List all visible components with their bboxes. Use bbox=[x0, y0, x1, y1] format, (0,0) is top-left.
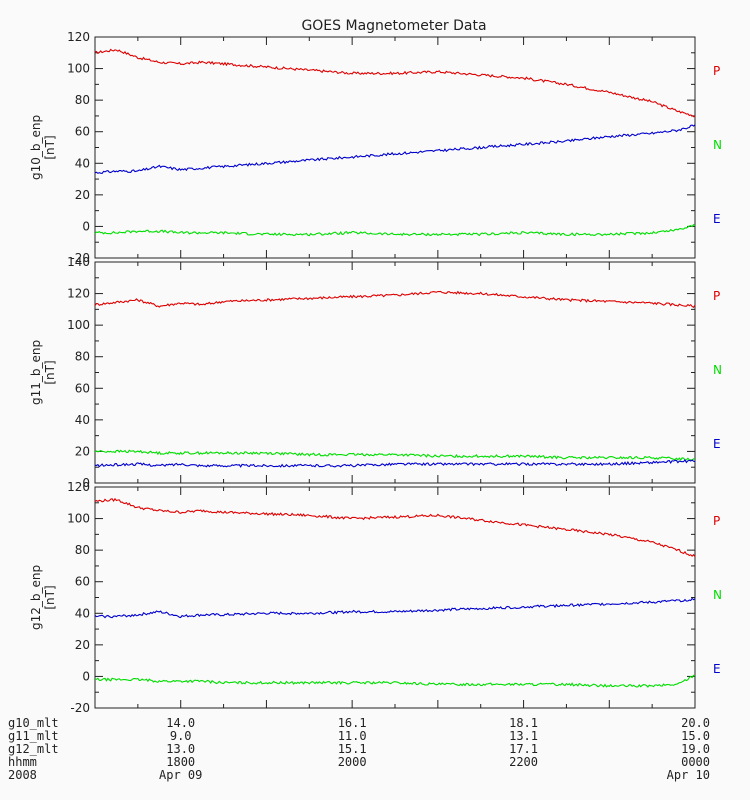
y-axis-unit: [nT] bbox=[43, 585, 57, 609]
legend-E: E bbox=[713, 437, 721, 451]
legend-N: N bbox=[713, 138, 722, 152]
x-info-value: 19.0 bbox=[681, 742, 710, 756]
y-tick-label: 60 bbox=[75, 381, 90, 395]
x-info-value: 13.0 bbox=[166, 742, 195, 756]
y-tick-label: 60 bbox=[75, 125, 90, 139]
y-tick-label: 20 bbox=[75, 188, 90, 202]
y-axis-label: g10_b_enp bbox=[29, 115, 43, 180]
x-info-value: 18.1 bbox=[509, 716, 538, 730]
legend-P: P bbox=[713, 289, 720, 303]
y-tick-label: 20 bbox=[75, 638, 90, 652]
y-tick-label: 80 bbox=[75, 93, 90, 107]
y-tick-label: 0 bbox=[82, 219, 90, 233]
x-info-value: 9.0 bbox=[170, 729, 192, 743]
series-line-N bbox=[94, 674, 696, 688]
x-info-value: 15.0 bbox=[681, 729, 710, 743]
legend-N: N bbox=[713, 363, 722, 377]
panel-1: -20 0 20 40 60 80 100 120 g10_b_enp [nT] P N E bbox=[29, 30, 722, 265]
x-info-row-label: 2008 bbox=[8, 768, 37, 782]
legend-E: E bbox=[713, 662, 721, 676]
x-info-value: 1800 bbox=[166, 755, 195, 769]
x-info-value: 13.1 bbox=[509, 729, 538, 743]
panel-3: -20 0 20 40 60 80 100 120 g12_b_enp [nT] P N E bbox=[29, 480, 722, 715]
y-axis-unit: [nT] bbox=[43, 360, 57, 384]
y-tick-label: 100 bbox=[67, 512, 90, 526]
series-line-E bbox=[94, 459, 696, 468]
y-tick-label: 120 bbox=[67, 480, 90, 494]
series-line-P bbox=[94, 48, 696, 118]
x-info-value: 0000 bbox=[681, 755, 710, 769]
y-tick-label: 40 bbox=[75, 413, 90, 427]
y-tick-label: 20 bbox=[75, 444, 90, 458]
x-info-value: Apr 09 bbox=[159, 768, 202, 782]
y-tick-label: 0 bbox=[82, 669, 90, 683]
y-tick-label: 40 bbox=[75, 606, 90, 620]
y-tick-label: -20 bbox=[70, 701, 90, 715]
legend-P: P bbox=[713, 514, 720, 528]
x-info-row-label: g10_mlt bbox=[8, 716, 59, 730]
legend-E: E bbox=[713, 212, 721, 226]
x-info-value: 14.0 bbox=[166, 716, 195, 730]
series-line-E bbox=[94, 597, 696, 619]
x-info-row-label: hhmm bbox=[8, 755, 37, 769]
y-tick-label: 120 bbox=[67, 30, 90, 44]
y-tick-label: 60 bbox=[75, 575, 90, 589]
y-tick-label: 100 bbox=[67, 318, 90, 332]
y-tick-label: 140 bbox=[67, 255, 90, 269]
y-axis-unit: [nT] bbox=[43, 135, 57, 159]
x-info-value: 17.1 bbox=[509, 742, 538, 756]
legend-N: N bbox=[713, 588, 722, 602]
panel-frame bbox=[94, 486, 696, 709]
x-info-value: 2200 bbox=[509, 755, 538, 769]
panel-2: 0 20 40 60 80 100 120 140 g11_b_enp [nT] P N E bbox=[29, 255, 722, 490]
y-tick-label: 80 bbox=[75, 543, 90, 557]
y-tick-label: 120 bbox=[67, 287, 90, 301]
chart-title: GOES Magnetometer Data bbox=[301, 18, 486, 34]
y-axis-label: g12_b_enp bbox=[29, 565, 43, 630]
series-line-P bbox=[94, 497, 696, 558]
x-info-value: 15.1 bbox=[338, 742, 367, 756]
y-tick-label: 100 bbox=[67, 62, 90, 76]
y-tick-label: -20 bbox=[70, 251, 90, 265]
x-info-value: 20.0 bbox=[681, 716, 710, 730]
y-tick-label: 80 bbox=[75, 350, 90, 364]
series-line-P bbox=[94, 290, 696, 309]
panel-frame bbox=[94, 36, 696, 259]
y-axis-label: g11_b_enp bbox=[29, 340, 43, 405]
x-info-value: 11.0 bbox=[338, 729, 367, 743]
y-tick-label: 0 bbox=[82, 476, 90, 490]
x-info-row-label: g11_mlt bbox=[8, 729, 59, 743]
x-info-value: 16.1 bbox=[338, 716, 367, 730]
x-info-value: 2000 bbox=[338, 755, 367, 769]
series-line-N bbox=[94, 449, 696, 461]
x-info-row-label: g12_mlt bbox=[8, 742, 59, 756]
legend-P: P bbox=[713, 64, 720, 78]
series-line-E bbox=[94, 124, 696, 174]
x-info-value: Apr 10 bbox=[667, 768, 710, 782]
y-tick-label: 40 bbox=[75, 156, 90, 170]
series-line-N bbox=[94, 223, 696, 237]
